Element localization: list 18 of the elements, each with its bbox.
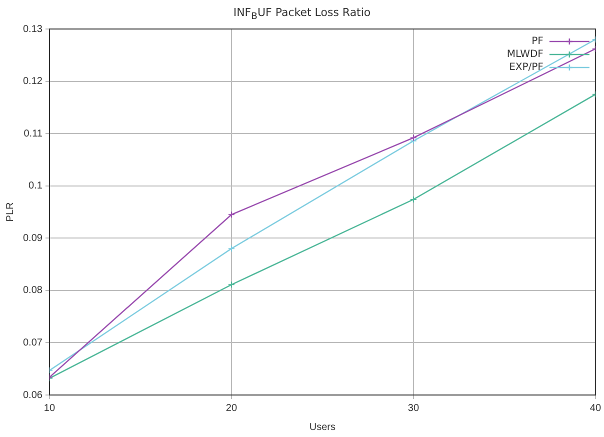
chart-title: INF$_{B}$UF Packet Loss Ratio (232, 6, 372, 22)
y-tick-label: 0.1 (28, 180, 43, 192)
y-tick-label: 0.08 (22, 285, 43, 296)
y-tick-label: 0.12 (22, 76, 43, 88)
y-tick-label: 0.06 (22, 390, 43, 401)
y-tick-label: 0.13 (22, 24, 43, 35)
y-axis-title: PLR (4, 202, 16, 222)
x-tick-label: 40 (590, 402, 602, 414)
y-tick-label: 0.11 (24, 128, 43, 140)
x-tick-label: 10 (44, 402, 56, 414)
x-tick-label: 20 (226, 402, 238, 414)
y-tick-label: 0.09 (22, 232, 43, 244)
x-tick-label: 30 (408, 402, 420, 414)
legend-label: MLWDF (506, 49, 544, 60)
x-axis-title: Users (309, 422, 336, 433)
legend-label: EXP/PF (509, 62, 544, 74)
legend-label: PF (532, 36, 544, 48)
y-tick-label: 0.07 (22, 337, 43, 348)
